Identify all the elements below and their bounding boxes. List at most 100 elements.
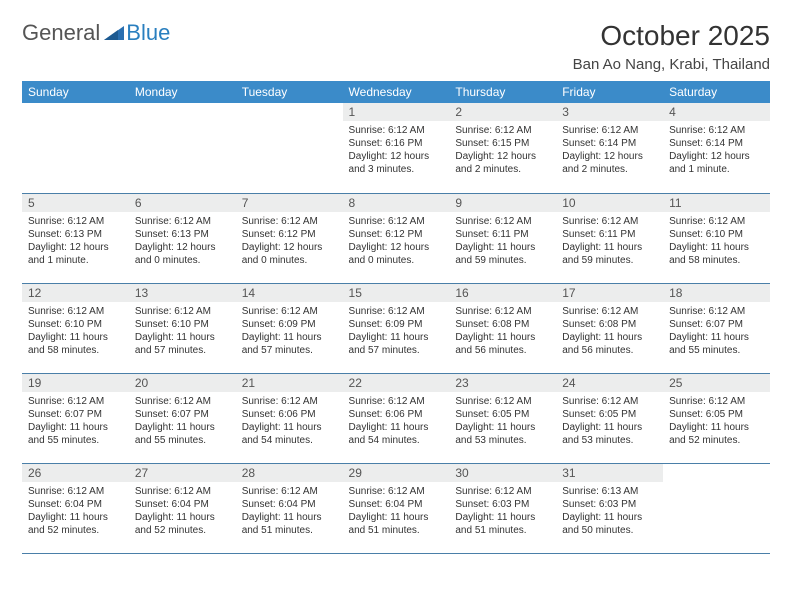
day-details: Sunrise: 6:12 AMSunset: 6:05 PMDaylight:…: [556, 392, 663, 451]
calendar-day-cell: 6Sunrise: 6:12 AMSunset: 6:13 PMDaylight…: [129, 193, 236, 283]
calendar-day-cell: 12Sunrise: 6:12 AMSunset: 6:10 PMDayligh…: [22, 283, 129, 373]
calendar-week-row: 5Sunrise: 6:12 AMSunset: 6:13 PMDaylight…: [22, 193, 770, 283]
day-details: Sunrise: 6:12 AMSunset: 6:11 PMDaylight:…: [449, 212, 556, 271]
brand-part1: General: [22, 20, 100, 46]
calendar-week-row: 19Sunrise: 6:12 AMSunset: 6:07 PMDayligh…: [22, 373, 770, 463]
day-details: Sunrise: 6:12 AMSunset: 6:08 PMDaylight:…: [556, 302, 663, 361]
day-details: Sunrise: 6:12 AMSunset: 6:07 PMDaylight:…: [22, 392, 129, 451]
day-number: 22: [343, 374, 450, 392]
calendar-day-cell: 1Sunrise: 6:12 AMSunset: 6:16 PMDaylight…: [343, 103, 450, 193]
day-number: 5: [22, 194, 129, 212]
brand-part2: Blue: [126, 20, 170, 46]
day-details: Sunrise: 6:12 AMSunset: 6:11 PMDaylight:…: [556, 212, 663, 271]
day-number: 7: [236, 194, 343, 212]
day-number: 20: [129, 374, 236, 392]
calendar-day-cell: 20Sunrise: 6:12 AMSunset: 6:07 PMDayligh…: [129, 373, 236, 463]
calendar-day-cell: [663, 463, 770, 553]
day-details: Sunrise: 6:12 AMSunset: 6:14 PMDaylight:…: [663, 121, 770, 180]
calendar-week-row: 12Sunrise: 6:12 AMSunset: 6:10 PMDayligh…: [22, 283, 770, 373]
calendar-day-cell: 22Sunrise: 6:12 AMSunset: 6:06 PMDayligh…: [343, 373, 450, 463]
calendar-day-cell: 25Sunrise: 6:12 AMSunset: 6:05 PMDayligh…: [663, 373, 770, 463]
day-details: Sunrise: 6:12 AMSunset: 6:05 PMDaylight:…: [449, 392, 556, 451]
day-number: 2: [449, 103, 556, 121]
brand-triangle-icon: [104, 26, 124, 40]
day-details: Sunrise: 6:12 AMSunset: 6:04 PMDaylight:…: [22, 482, 129, 541]
day-number: 8: [343, 194, 450, 212]
day-number: 21: [236, 374, 343, 392]
weekday-header: Saturday: [663, 81, 770, 103]
calendar-day-cell: 13Sunrise: 6:12 AMSunset: 6:10 PMDayligh…: [129, 283, 236, 373]
day-number: 26: [22, 464, 129, 482]
day-number: 6: [129, 194, 236, 212]
day-details: Sunrise: 6:12 AMSunset: 6:15 PMDaylight:…: [449, 121, 556, 180]
calendar-day-cell: 9Sunrise: 6:12 AMSunset: 6:11 PMDaylight…: [449, 193, 556, 283]
day-details: Sunrise: 6:12 AMSunset: 6:06 PMDaylight:…: [343, 392, 450, 451]
calendar-day-cell: 10Sunrise: 6:12 AMSunset: 6:11 PMDayligh…: [556, 193, 663, 283]
day-number: 3: [556, 103, 663, 121]
calendar-day-cell: 26Sunrise: 6:12 AMSunset: 6:04 PMDayligh…: [22, 463, 129, 553]
day-details: Sunrise: 6:12 AMSunset: 6:10 PMDaylight:…: [129, 302, 236, 361]
weekday-header: Tuesday: [236, 81, 343, 103]
day-details: Sunrise: 6:12 AMSunset: 6:08 PMDaylight:…: [449, 302, 556, 361]
day-details: Sunrise: 6:12 AMSunset: 6:07 PMDaylight:…: [663, 302, 770, 361]
page-header: General Blue October 2025 Ban Ao Nang, K…: [22, 20, 770, 73]
month-title: October 2025: [573, 20, 770, 52]
day-details: Sunrise: 6:12 AMSunset: 6:16 PMDaylight:…: [343, 121, 450, 180]
calendar-day-cell: 4Sunrise: 6:12 AMSunset: 6:14 PMDaylight…: [663, 103, 770, 193]
day-details: Sunrise: 6:12 AMSunset: 6:12 PMDaylight:…: [236, 212, 343, 271]
calendar-day-cell: 3Sunrise: 6:12 AMSunset: 6:14 PMDaylight…: [556, 103, 663, 193]
calendar-day-cell: 27Sunrise: 6:12 AMSunset: 6:04 PMDayligh…: [129, 463, 236, 553]
title-block: October 2025 Ban Ao Nang, Krabi, Thailan…: [573, 20, 770, 73]
day-details: Sunrise: 6:12 AMSunset: 6:13 PMDaylight:…: [129, 212, 236, 271]
day-number: 31: [556, 464, 663, 482]
day-number: 19: [22, 374, 129, 392]
calendar-day-cell: 11Sunrise: 6:12 AMSunset: 6:10 PMDayligh…: [663, 193, 770, 283]
day-details: Sunrise: 6:12 AMSunset: 6:10 PMDaylight:…: [22, 302, 129, 361]
day-number: 16: [449, 284, 556, 302]
day-number: 27: [129, 464, 236, 482]
weekday-header: Wednesday: [343, 81, 450, 103]
calendar-week-row: 26Sunrise: 6:12 AMSunset: 6:04 PMDayligh…: [22, 463, 770, 553]
calendar-day-cell: 2Sunrise: 6:12 AMSunset: 6:15 PMDaylight…: [449, 103, 556, 193]
day-details: Sunrise: 6:12 AMSunset: 6:12 PMDaylight:…: [343, 212, 450, 271]
calendar-day-cell: 29Sunrise: 6:12 AMSunset: 6:04 PMDayligh…: [343, 463, 450, 553]
day-number: 14: [236, 284, 343, 302]
day-details: Sunrise: 6:13 AMSunset: 6:03 PMDaylight:…: [556, 482, 663, 541]
calendar-day-cell: 28Sunrise: 6:12 AMSunset: 6:04 PMDayligh…: [236, 463, 343, 553]
day-number: 12: [22, 284, 129, 302]
calendar-day-cell: [129, 103, 236, 193]
day-number: 18: [663, 284, 770, 302]
day-details: Sunrise: 6:12 AMSunset: 6:04 PMDaylight:…: [343, 482, 450, 541]
day-number: 23: [449, 374, 556, 392]
day-details: Sunrise: 6:12 AMSunset: 6:05 PMDaylight:…: [663, 392, 770, 451]
weekday-header: Monday: [129, 81, 236, 103]
day-details: Sunrise: 6:12 AMSunset: 6:09 PMDaylight:…: [343, 302, 450, 361]
day-number: 13: [129, 284, 236, 302]
calendar-day-cell: 18Sunrise: 6:12 AMSunset: 6:07 PMDayligh…: [663, 283, 770, 373]
calendar-day-cell: 5Sunrise: 6:12 AMSunset: 6:13 PMDaylight…: [22, 193, 129, 283]
day-number: 30: [449, 464, 556, 482]
day-details: Sunrise: 6:12 AMSunset: 6:13 PMDaylight:…: [22, 212, 129, 271]
day-number: 15: [343, 284, 450, 302]
calendar-body: 1Sunrise: 6:12 AMSunset: 6:16 PMDaylight…: [22, 103, 770, 553]
calendar-day-cell: 16Sunrise: 6:12 AMSunset: 6:08 PMDayligh…: [449, 283, 556, 373]
day-details: Sunrise: 6:12 AMSunset: 6:03 PMDaylight:…: [449, 482, 556, 541]
calendar-day-cell: [236, 103, 343, 193]
day-number: 9: [449, 194, 556, 212]
weekday-header: Friday: [556, 81, 663, 103]
weekday-header: Sunday: [22, 81, 129, 103]
day-number: 17: [556, 284, 663, 302]
day-details: Sunrise: 6:12 AMSunset: 6:06 PMDaylight:…: [236, 392, 343, 451]
calendar-week-row: 1Sunrise: 6:12 AMSunset: 6:16 PMDaylight…: [22, 103, 770, 193]
day-details: Sunrise: 6:12 AMSunset: 6:04 PMDaylight:…: [236, 482, 343, 541]
day-number: 28: [236, 464, 343, 482]
calendar-day-cell: 31Sunrise: 6:13 AMSunset: 6:03 PMDayligh…: [556, 463, 663, 553]
calendar-day-cell: 17Sunrise: 6:12 AMSunset: 6:08 PMDayligh…: [556, 283, 663, 373]
brand-logo: General Blue: [22, 20, 170, 46]
day-number: 4: [663, 103, 770, 121]
day-number: 29: [343, 464, 450, 482]
day-details: Sunrise: 6:12 AMSunset: 6:09 PMDaylight:…: [236, 302, 343, 361]
calendar-day-cell: 30Sunrise: 6:12 AMSunset: 6:03 PMDayligh…: [449, 463, 556, 553]
calendar-day-cell: 19Sunrise: 6:12 AMSunset: 6:07 PMDayligh…: [22, 373, 129, 463]
day-details: Sunrise: 6:12 AMSunset: 6:07 PMDaylight:…: [129, 392, 236, 451]
